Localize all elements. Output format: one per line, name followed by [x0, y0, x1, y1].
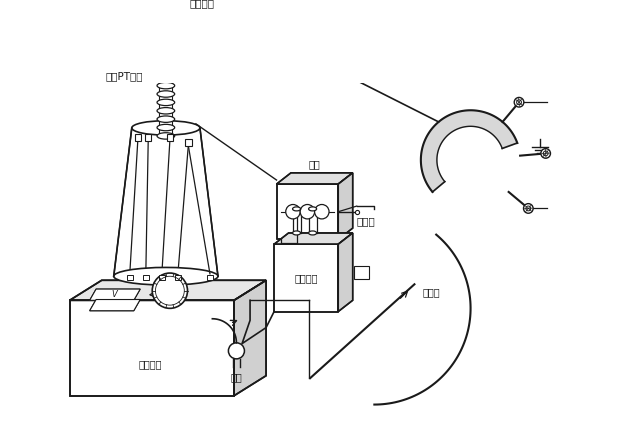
- Ellipse shape: [309, 231, 317, 235]
- Text: V: V: [111, 290, 116, 299]
- Polygon shape: [274, 233, 353, 244]
- Polygon shape: [90, 289, 140, 300]
- Bar: [145, 134, 151, 141]
- Ellipse shape: [114, 268, 218, 285]
- Polygon shape: [150, 291, 159, 299]
- Circle shape: [315, 204, 329, 219]
- Text: 高压PT直流: 高压PT直流: [106, 71, 143, 81]
- Ellipse shape: [292, 231, 300, 235]
- Ellipse shape: [162, 14, 170, 17]
- Circle shape: [524, 204, 533, 213]
- Ellipse shape: [157, 82, 175, 89]
- Ellipse shape: [292, 207, 300, 211]
- Circle shape: [541, 149, 550, 158]
- Bar: [175, 276, 181, 280]
- Polygon shape: [277, 173, 353, 184]
- Text: 电源: 电源: [231, 372, 243, 382]
- Ellipse shape: [157, 49, 175, 55]
- Bar: [159, 276, 165, 280]
- Text: 高压坑: 高压坑: [356, 216, 376, 226]
- Polygon shape: [90, 299, 140, 311]
- Polygon shape: [338, 173, 353, 239]
- Bar: [134, 134, 141, 141]
- Text: 放电棒: 放电棒: [422, 287, 440, 297]
- Circle shape: [300, 204, 315, 219]
- Polygon shape: [70, 280, 266, 300]
- Text: 限流电阵: 限流电阵: [190, 0, 215, 8]
- Bar: [207, 276, 213, 280]
- Polygon shape: [274, 244, 338, 311]
- Circle shape: [228, 343, 244, 359]
- Circle shape: [514, 98, 524, 107]
- Polygon shape: [70, 300, 234, 396]
- Bar: [355, 266, 369, 279]
- Circle shape: [152, 273, 187, 308]
- Ellipse shape: [309, 207, 317, 211]
- Bar: [185, 139, 192, 146]
- Ellipse shape: [162, 11, 170, 15]
- Polygon shape: [234, 280, 266, 396]
- Ellipse shape: [157, 66, 175, 72]
- Ellipse shape: [157, 124, 175, 131]
- Text: 调压器者: 调压器者: [138, 360, 162, 369]
- Ellipse shape: [157, 74, 175, 81]
- Polygon shape: [338, 233, 353, 311]
- Ellipse shape: [157, 91, 175, 97]
- Ellipse shape: [157, 116, 175, 122]
- Bar: [167, 134, 173, 141]
- Text: 高压电容: 高压电容: [294, 273, 318, 283]
- Ellipse shape: [132, 121, 200, 135]
- Bar: [142, 276, 149, 280]
- Circle shape: [285, 204, 300, 219]
- Bar: [126, 276, 133, 280]
- Text: 耦器: 耦器: [309, 160, 320, 170]
- Ellipse shape: [157, 57, 175, 63]
- Polygon shape: [114, 128, 218, 276]
- Ellipse shape: [157, 99, 175, 106]
- Ellipse shape: [157, 133, 175, 139]
- Polygon shape: [277, 184, 338, 239]
- Ellipse shape: [157, 108, 175, 114]
- Polygon shape: [421, 110, 518, 192]
